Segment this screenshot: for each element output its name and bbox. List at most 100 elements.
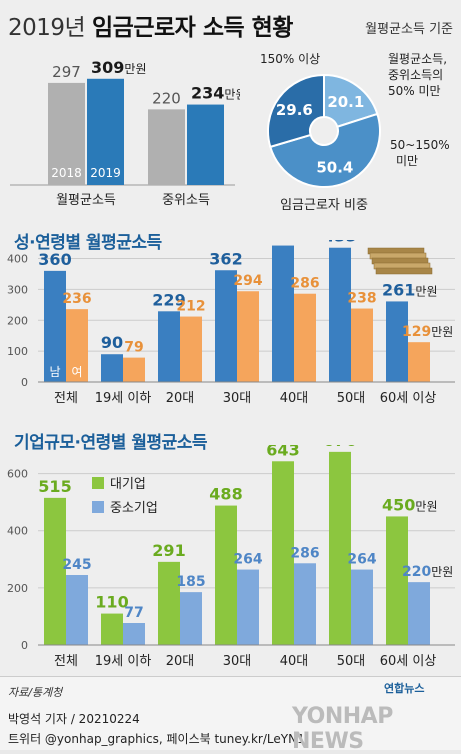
unit-label: 만원 [415, 284, 437, 298]
value-label-남-6: 261만원 [382, 280, 438, 299]
slice-label-2-line2: 미만 [396, 154, 418, 168]
value-label-여-0: 236 [62, 291, 91, 307]
bar-중소기업-1 [123, 623, 145, 645]
y-tick-label: 200 [7, 314, 28, 327]
category-label-3: 30대 [223, 654, 252, 669]
size-age-title: 기업규모·연령별 월평균소득 [14, 433, 208, 453]
category-label-1: 19세 이하 [95, 654, 152, 669]
basis-note: 월평균소득 기준 [365, 22, 453, 37]
bar-대기업-1 [101, 613, 123, 645]
bar-중소기업-3 [237, 569, 259, 645]
value-label-남-5: 435 [323, 240, 356, 246]
bar-2018-1 [148, 109, 185, 185]
income-comparison-chart: 297 2018 309만원 2019 월평균소득 220 234만원중위소득 [10, 58, 240, 208]
series-label-여: 여 [71, 365, 82, 379]
credit-social: 트위터 @yonhap_graphics, 페이스북 tuney.kr/LeYN… [8, 732, 305, 746]
value-label-2019-1: 234만원 [191, 84, 240, 103]
bar-남-5 [329, 247, 351, 382]
year-label-2018: 2018 [51, 166, 82, 180]
bar-여-1 [123, 357, 145, 382]
category-label-1: 중위소득 [162, 193, 210, 208]
bar-중소기업-0 [66, 575, 88, 645]
title-main: 임금근로자 소득 현황 [92, 15, 293, 41]
legend-label-대기업: 대기업 [110, 477, 146, 492]
category-label-4: 40대 [280, 391, 309, 406]
slice-1 [323, 73, 379, 128]
category-label-5: 50대 [337, 391, 366, 406]
legend-swatch-대기업 [92, 477, 104, 489]
category-label-4: 40대 [280, 654, 309, 669]
bar-여-2 [180, 316, 202, 382]
value-label-중소기업-2: 185 [176, 574, 205, 590]
slice-label-0: 150% 이상 [260, 52, 320, 66]
series-label-남: 남 [49, 365, 60, 379]
value-label-여-1: 79 [124, 340, 143, 356]
value-label-대기업-5: 676 [323, 445, 356, 450]
value-label-중소기업-3: 264 [233, 552, 262, 568]
y-tick-label: 100 [7, 345, 28, 358]
agency-logo: 연합뉴스 [384, 682, 425, 695]
slice-2 [269, 112, 381, 189]
value-label-여-5: 238 [347, 291, 376, 307]
y-tick-label: 300 [7, 283, 28, 296]
value-label-대기업-3: 488 [209, 485, 242, 504]
slice-label-1-line1: 월평균소득, [388, 52, 447, 66]
value-label-대기업-4: 643 [266, 445, 299, 459]
gender-age-title: 성·연령별 월평균소득 [14, 233, 162, 253]
value-label-남-1: 90 [101, 333, 123, 352]
bar-여-4 [294, 293, 316, 382]
value-label-남-4: 442 [266, 240, 299, 244]
value-label-대기업-2: 291 [152, 541, 185, 560]
value-label-중소기업-4: 286 [290, 545, 319, 561]
bar-대기업-3 [215, 505, 237, 645]
slice-value-2: 50.4 [316, 158, 353, 176]
unit-label: 만원 [431, 325, 453, 339]
legend-swatch-중소기업 [92, 501, 104, 513]
bar-중소기업-5 [351, 569, 373, 645]
category-label-1: 19세 이하 [95, 391, 152, 406]
slice-label-1-line3: 50% 미만 [388, 84, 441, 98]
y-tick-label: 0 [21, 376, 28, 389]
bar-대기업-5 [329, 451, 351, 645]
bar-대기업-0 [44, 497, 66, 645]
value-label-대기업-6: 450만원 [382, 495, 438, 514]
value-label-여-2: 212 [176, 299, 205, 315]
source-note: 자료/통계청 [8, 686, 63, 699]
footer [0, 676, 461, 750]
y-tick-label: 400 [7, 253, 28, 266]
watermark: YONHAP NEWS [292, 704, 393, 754]
value-label-중소기업-0: 245 [62, 557, 91, 573]
year-label-2019: 2019 [90, 166, 121, 180]
category-label-6: 60세 이상 [380, 391, 437, 406]
value-label-대기업-1: 110 [95, 593, 128, 612]
category-label-0: 월평균소득 [56, 193, 116, 208]
value-label-2018-0: 297 [52, 63, 81, 81]
value-label-여-6: 129만원 [402, 324, 453, 340]
bar-여-3 [237, 291, 259, 382]
bar-중소기업-4 [294, 563, 316, 645]
bar-2019-1 [187, 104, 224, 185]
category-label-5: 50대 [337, 654, 366, 669]
bar-대기업-6 [386, 516, 408, 645]
category-label-2: 20대 [166, 391, 195, 406]
bar-2018-0 [48, 82, 85, 185]
title-year: 2019년 [8, 15, 86, 41]
credit-reporter: 박영석 기자 / 20210224 [8, 712, 140, 726]
y-tick-label: 200 [7, 582, 28, 595]
unit-label: 만원 [124, 62, 146, 76]
bar-여-0 [66, 309, 88, 382]
bar-여-5 [351, 308, 373, 382]
slice-value-1: 20.1 [327, 93, 364, 111]
bar-남-0 [44, 270, 66, 382]
value-label-여-3: 294 [233, 273, 262, 289]
value-label-중소기업-1: 77 [124, 605, 143, 621]
bar-남-2 [158, 311, 180, 382]
category-label-3: 30대 [223, 391, 252, 406]
pie-title: 임금근로자 비중 [280, 198, 368, 213]
bar-남-3 [215, 270, 237, 382]
bar-2019-0 [87, 78, 124, 185]
bar-중소기업-2 [180, 592, 202, 645]
legend-label-중소기업: 중소기업 [110, 501, 158, 516]
y-tick-label: 400 [7, 525, 28, 538]
